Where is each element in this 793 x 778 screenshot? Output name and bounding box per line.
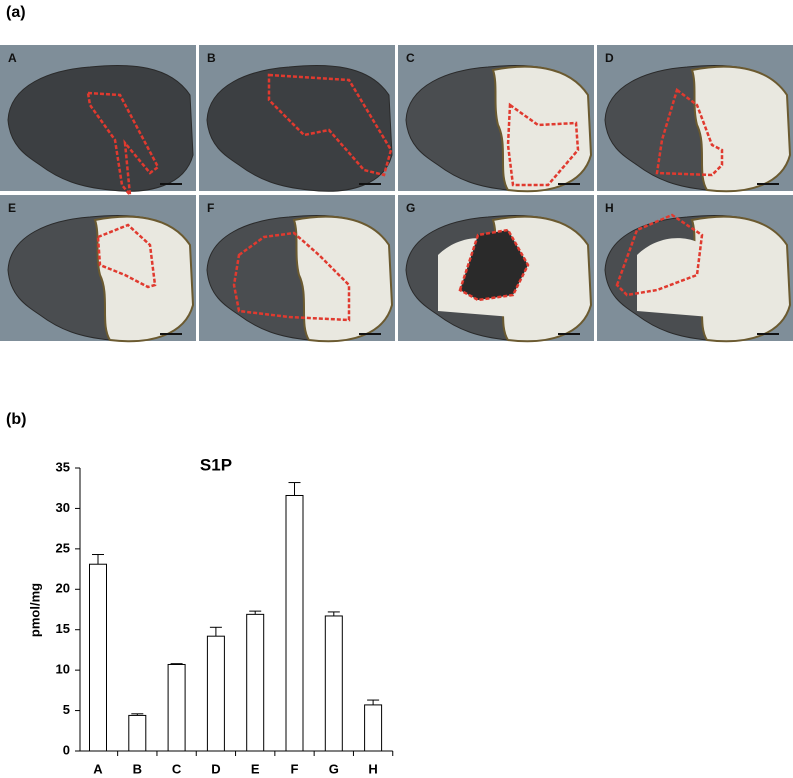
removed-region bbox=[491, 65, 593, 193]
scale-bar bbox=[359, 183, 381, 185]
bar bbox=[285, 494, 304, 752]
bar bbox=[324, 615, 343, 752]
bar bbox=[128, 714, 147, 752]
micrograph: F bbox=[199, 195, 395, 343]
x-tick-label: C bbox=[172, 761, 182, 776]
tissue bbox=[7, 65, 194, 192]
scale-bar bbox=[757, 183, 779, 185]
bar bbox=[167, 663, 186, 752]
image-label: C bbox=[406, 51, 415, 65]
y-tick-label: 10 bbox=[56, 662, 70, 677]
image-label: D bbox=[605, 51, 614, 65]
y-tick-label: 0 bbox=[63, 742, 70, 757]
dissection-outline bbox=[232, 231, 351, 322]
image-label: G bbox=[406, 201, 415, 215]
micrograph: E bbox=[0, 195, 196, 343]
scale-bar bbox=[558, 333, 580, 335]
dissection-outline bbox=[96, 223, 157, 289]
scale-bar bbox=[757, 333, 779, 335]
x-tick-label: B bbox=[133, 761, 142, 776]
micrograph: H bbox=[597, 195, 793, 343]
panel-label: (a) bbox=[6, 4, 26, 21]
image-label: B bbox=[207, 51, 216, 65]
x-tick-label: F bbox=[291, 761, 299, 776]
image-label: H bbox=[605, 201, 614, 215]
scale-bar bbox=[558, 183, 580, 185]
bar bbox=[206, 635, 225, 752]
panel-label: (b) bbox=[6, 411, 26, 428]
dissection-outline bbox=[506, 102, 580, 187]
dissection-outline bbox=[615, 213, 704, 297]
scale-bar bbox=[160, 333, 182, 335]
removed-region bbox=[637, 238, 747, 320]
dissection-outline bbox=[267, 73, 393, 177]
dissection-outline bbox=[86, 91, 160, 200]
removed-region bbox=[93, 215, 195, 343]
y-tick-label: 5 bbox=[63, 702, 70, 717]
tissue bbox=[206, 65, 393, 192]
bar bbox=[246, 613, 265, 752]
x-tick-label: G bbox=[329, 761, 339, 776]
image-label: F bbox=[207, 201, 214, 215]
y-tick-label: 30 bbox=[56, 500, 70, 515]
micrograph: B bbox=[199, 45, 395, 192]
dissection-outline bbox=[655, 87, 724, 177]
y-tick-label: 15 bbox=[56, 621, 70, 636]
x-tick-label: H bbox=[368, 761, 377, 776]
image-grid: A B C D E F G H bbox=[0, 45, 793, 343]
scale-bar bbox=[160, 183, 182, 185]
y-tick-label: 20 bbox=[56, 581, 70, 596]
y-tick-label: 25 bbox=[56, 540, 70, 555]
micrograph: G bbox=[398, 195, 594, 343]
y-axis-label: pmol/mg bbox=[27, 583, 42, 637]
x-tick-label: D bbox=[211, 761, 220, 776]
removed-region bbox=[690, 65, 792, 193]
image-label: E bbox=[8, 201, 16, 215]
micrograph: D bbox=[597, 45, 793, 193]
x-tick-label: A bbox=[93, 761, 103, 776]
chart-title: S1P bbox=[200, 455, 232, 474]
bar bbox=[89, 563, 107, 752]
x-tick-label: E bbox=[251, 761, 260, 776]
bar bbox=[364, 704, 383, 752]
scale-bar bbox=[359, 333, 381, 335]
image-label: A bbox=[8, 51, 17, 65]
dissection-outline bbox=[458, 228, 530, 302]
y-tick-label: 35 bbox=[56, 459, 70, 474]
micrograph: A bbox=[0, 45, 196, 200]
micrograph: C bbox=[398, 45, 594, 193]
